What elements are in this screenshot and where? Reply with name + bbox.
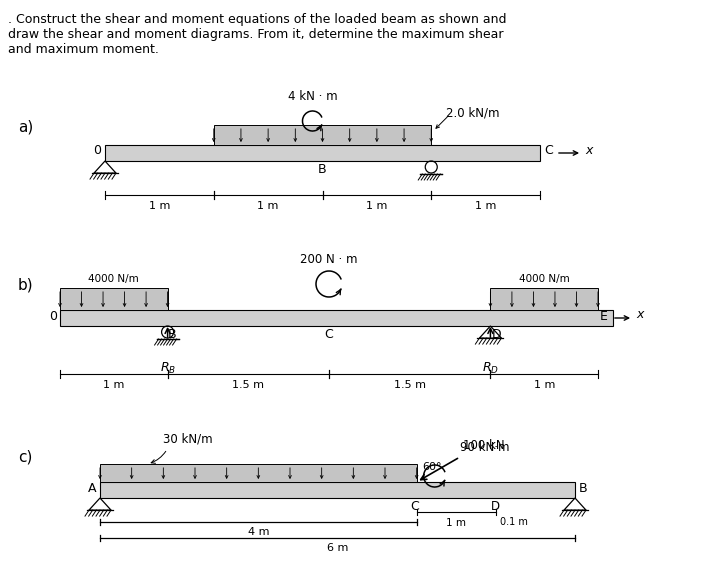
Text: 1 m: 1 m: [149, 201, 170, 211]
Text: 0: 0: [93, 144, 101, 157]
Bar: [490, 288, 598, 310]
Text: C: C: [544, 143, 553, 157]
Text: 1 m: 1 m: [534, 380, 555, 390]
Text: a): a): [18, 120, 33, 135]
Text: 0.1 m: 0.1 m: [500, 517, 528, 527]
Text: 1 m: 1 m: [103, 380, 125, 390]
Text: 1.5 m: 1.5 m: [233, 380, 264, 390]
Bar: [214, 125, 431, 145]
Text: 1.5 m: 1.5 m: [394, 380, 426, 390]
Text: 1 m: 1 m: [475, 201, 496, 211]
Text: c): c): [18, 450, 32, 465]
Text: B: B: [579, 481, 588, 494]
Text: C: C: [325, 328, 333, 341]
Text: . Construct the shear and moment equations of the loaded beam as shown and: . Construct the shear and moment equatio…: [8, 13, 506, 26]
Text: B: B: [168, 328, 176, 341]
Text: 4000 N/m: 4000 N/m: [89, 274, 139, 284]
Text: draw the shear and moment diagrams. From it, determine the maximum shear: draw the shear and moment diagrams. From…: [8, 28, 503, 41]
Bar: [100, 482, 575, 498]
Text: 90 kN·m: 90 kN·m: [459, 441, 509, 454]
Text: 1 m: 1 m: [446, 518, 467, 528]
Text: E: E: [600, 309, 608, 322]
Text: x: x: [636, 309, 644, 322]
Bar: [60, 288, 168, 310]
Text: D: D: [491, 500, 500, 513]
Text: 4000 N/m: 4000 N/m: [519, 274, 570, 284]
Text: B: B: [318, 163, 327, 176]
Text: D: D: [491, 328, 501, 341]
Bar: [105, 145, 540, 161]
Text: 30 kN/m: 30 kN/m: [163, 433, 213, 446]
Text: A: A: [88, 481, 96, 494]
Text: 0: 0: [49, 309, 57, 322]
Text: 1 m: 1 m: [258, 201, 279, 211]
Text: x: x: [585, 143, 593, 157]
Text: and maximum moment.: and maximum moment.: [8, 43, 159, 56]
Text: 200 N · m: 200 N · m: [300, 253, 358, 266]
Text: 100 kN: 100 kN: [463, 439, 505, 452]
Text: 6 m: 6 m: [327, 543, 348, 553]
Text: 4 m: 4 m: [248, 527, 269, 537]
Text: 2.0 kN/m: 2.0 kN/m: [446, 106, 500, 120]
Text: $R_B$: $R_B$: [160, 361, 176, 376]
Text: 4 kN · m: 4 kN · m: [288, 90, 337, 103]
Bar: [60, 310, 613, 326]
Bar: [100, 464, 417, 482]
Text: 1 m: 1 m: [366, 201, 387, 211]
Text: C: C: [410, 500, 419, 513]
Text: b): b): [18, 278, 34, 293]
Text: 60°: 60°: [423, 462, 442, 472]
Text: $R_D$: $R_D$: [482, 361, 499, 376]
